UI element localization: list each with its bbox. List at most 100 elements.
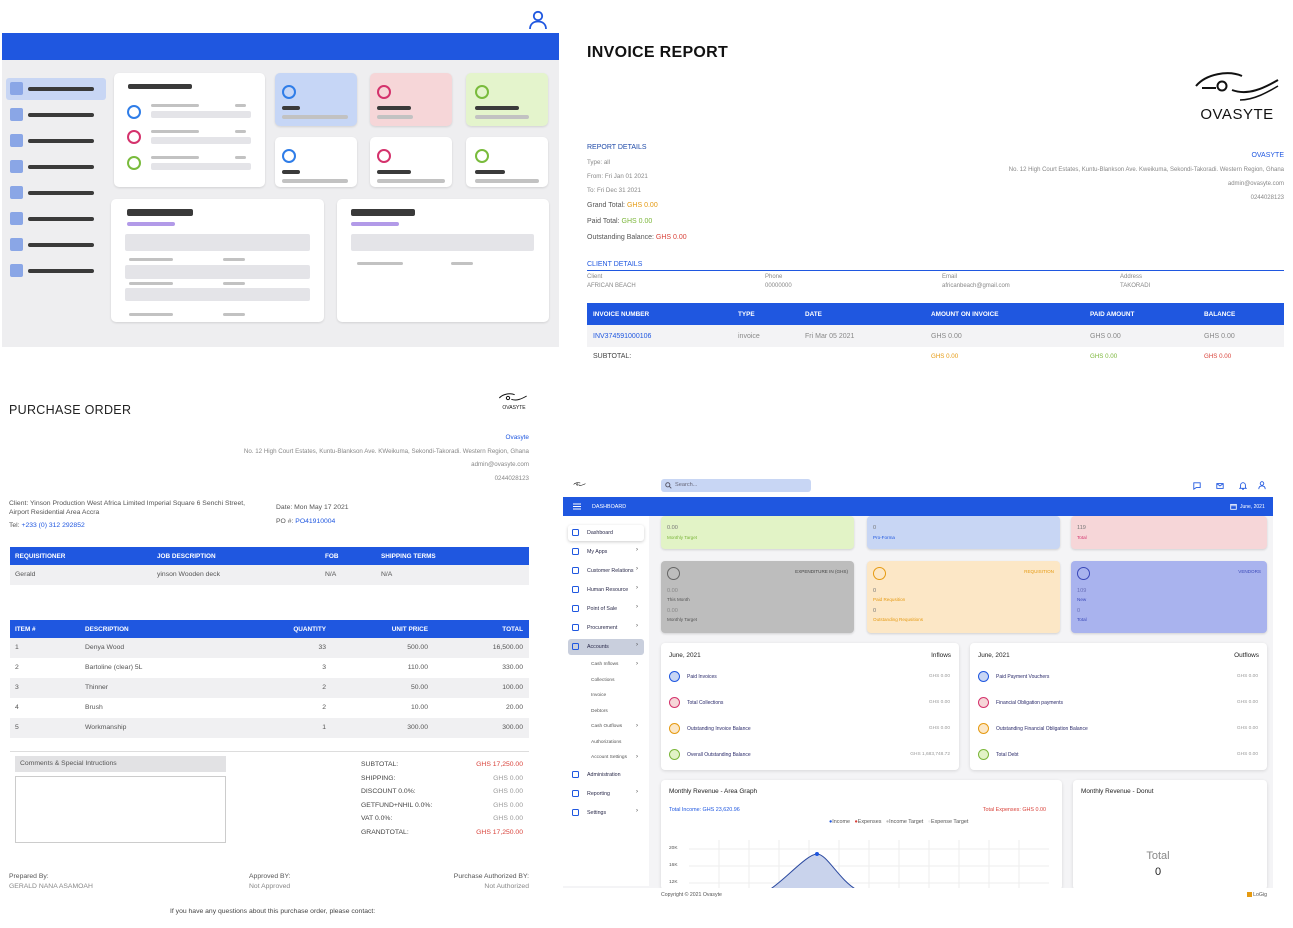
inflows-row-label[interactable]: Overall Outstanding Balance [687,752,751,758]
sidebar-item-point-of-sale[interactable]: Point of Sale › [568,601,644,617]
th-fob: FOB [325,553,339,560]
sidebar-item-label: Cash Outflows [591,724,623,729]
client-col-label: Email [942,274,958,280]
app-logo-icon[interactable] [573,480,586,489]
client-col-label: Phone [765,274,783,280]
sidebar-item-cash-outflows[interactable]: Cash Outflows › [568,720,644,733]
comments-textarea[interactable] [15,776,226,843]
user-icon[interactable] [528,10,548,30]
sidebar-item-customer-relations[interactable]: Customer Relations › [568,563,644,579]
tile-label: Pro-Forma [873,535,895,540]
tile-title: EXPENDITURE IN (GHS) [795,569,848,574]
comments-label: Comments & Special Intructions [15,756,226,772]
tile-total: 119 Total [1071,516,1267,549]
logo-wordmark: OVASYTE [1200,106,1274,123]
outstanding-value: GHS 0.00 [655,234,687,241]
po-tel-link[interactable]: +233 (0) 312 292852 [21,522,85,529]
wireframe-sidebar-icon[interactable] [10,238,23,251]
legend-income[interactable]: ●Income [829,819,850,825]
wireframe-sidebar-icon[interactable] [10,186,23,199]
inflows-row-icon [669,723,680,734]
outflows-row-label[interactable]: Financial Obligation payments [996,700,1063,706]
inflows-period: June, 2021 [669,652,701,659]
th-unit-price: UNIT PRICE [391,626,428,633]
wireframe-sidebar-icon[interactable] [10,212,23,225]
outflows-row-value: GHS 0.00 [1236,752,1258,757]
total-value: GHS 0.00 [493,788,523,796]
sidebar-item-accounts[interactable]: Accounts › [568,639,644,655]
th-quantity: QUANTITY [293,626,326,633]
tile-label: Monthly Target [667,535,698,540]
approved-value: Not Approved [249,883,291,890]
wireframe-sidebar-icon[interactable] [10,264,23,277]
sidebar-item-my-apps[interactable]: My Apps › [568,544,644,560]
company-email[interactable]: admin@ovasyte.com [1227,181,1284,187]
outflows-row-label[interactable]: Total Debt [996,752,1019,758]
sidebar-item-administration[interactable]: Administration [568,767,644,783]
table-row: 3 Thinner 2 50.00 100.00 [10,678,529,698]
chat-icon[interactable] [1193,482,1201,490]
outflows-panel: June, 2021 Outflows Paid Payment Voucher… [970,643,1267,770]
total-value: GHS 0.00 [493,815,523,823]
sidebar-item-authorizations[interactable]: Authorizations [568,736,644,749]
sidebar-item-account-settings[interactable]: Account Settings › [568,751,644,764]
tile-value: 0.00 [667,588,678,594]
donut-title: Monthly Revenue - Donut [1081,788,1154,795]
cell-amount: GHS 0.00 [931,333,962,340]
sidebar-item-reporting[interactable]: Reporting › [568,786,644,802]
wireframe-sidebar-icon[interactable] [10,134,23,147]
wireframe-stat-card [466,73,548,126]
invoice-number-link[interactable]: INV374591000106 [593,333,652,340]
sidebar-item-dashboard[interactable]: Dashboard [568,525,644,541]
cell-item-number: 3 [15,684,19,691]
po-footer: If you have any questions about this pur… [170,908,376,915]
report-to: To: Fri Dec 31 2021 [587,187,641,194]
sidebar-item-settings[interactable]: Settings › [568,805,644,821]
tile-expenditure: EXPENDITURE IN (GHS) 0.00 This Month 0.0… [661,561,854,633]
wireframe-sidebar-icon[interactable] [10,82,23,95]
chevron-right-icon: › [636,547,638,553]
outflows-row-label[interactable]: Paid Payment Vouchers [996,674,1050,680]
inflows-row-label[interactable]: Paid Invoices [687,674,717,680]
sidebar-item-cash-inflows[interactable]: Cash Inflows › [568,658,644,671]
cell-item-number: 1 [15,644,19,651]
search-input[interactable]: Search... [661,479,811,492]
sidebar-item-label: Cash Inflows [591,662,619,667]
sidebar-item-human-resource[interactable]: Human Resource › [568,582,644,598]
client-col-value[interactable]: africanbeach@gmail.com [942,283,1010,289]
authorized-value: Not Authorized [484,883,529,890]
inflows-row-label[interactable]: Outstanding Invoice Balance [687,726,751,732]
legend-income-target[interactable]: ●Income Target [885,819,924,825]
cell-total: 100.00 [502,684,523,691]
sidebar-item-procurement[interactable]: Procurement › [568,620,644,636]
outflows-row-label[interactable]: Outstanding Financial Obligation Balance [996,726,1088,732]
sidebar-item-invoice[interactable]: Invoice [568,689,644,702]
income-point[interactable] [815,852,819,856]
client-col-value: 00000000 [765,283,792,289]
po-company: Ovasyte [505,434,529,441]
chevron-right-icon: › [636,604,638,610]
mail-icon[interactable] [1216,482,1224,490]
sidebar-item-collections[interactable]: Collections [568,674,644,687]
cell-description: Bartoline (clear) 5L [85,664,143,671]
expenditure-icon [667,567,680,580]
inflows-row-value: GHS 0.00 [928,674,950,679]
sidebar-icon [572,789,579,797]
inflows-row-value: GHS 0.00 [928,726,950,731]
tile-vendors: VENDORS 109 New 0 Total [1071,561,1267,633]
user-icon[interactable] [1258,481,1266,490]
menu-icon[interactable] [573,503,581,510]
po-phone: 0244028123 [494,475,529,482]
sidebar-item-debtors[interactable]: Debtors [568,705,644,718]
wireframe-sidebar-icon[interactable] [10,108,23,121]
cell-quantity: 1 [322,724,326,731]
subtotal-paid: GHS 0.00 [1090,353,1118,360]
outstanding-label: Outstanding Balance: [587,234,654,241]
legend-expenses[interactable]: ●Expenses [854,819,882,825]
wireframe-sidebar-icon[interactable] [10,160,23,173]
inflows-row-label[interactable]: Total Collections [687,700,724,706]
bell-icon[interactable] [1239,481,1247,490]
po-client-line2: Airport Residential Area Accra [9,509,100,516]
legend-expense-target[interactable]: ●Expense Target [927,819,969,825]
po-email[interactable]: admin@ovasyte.com [471,461,529,468]
